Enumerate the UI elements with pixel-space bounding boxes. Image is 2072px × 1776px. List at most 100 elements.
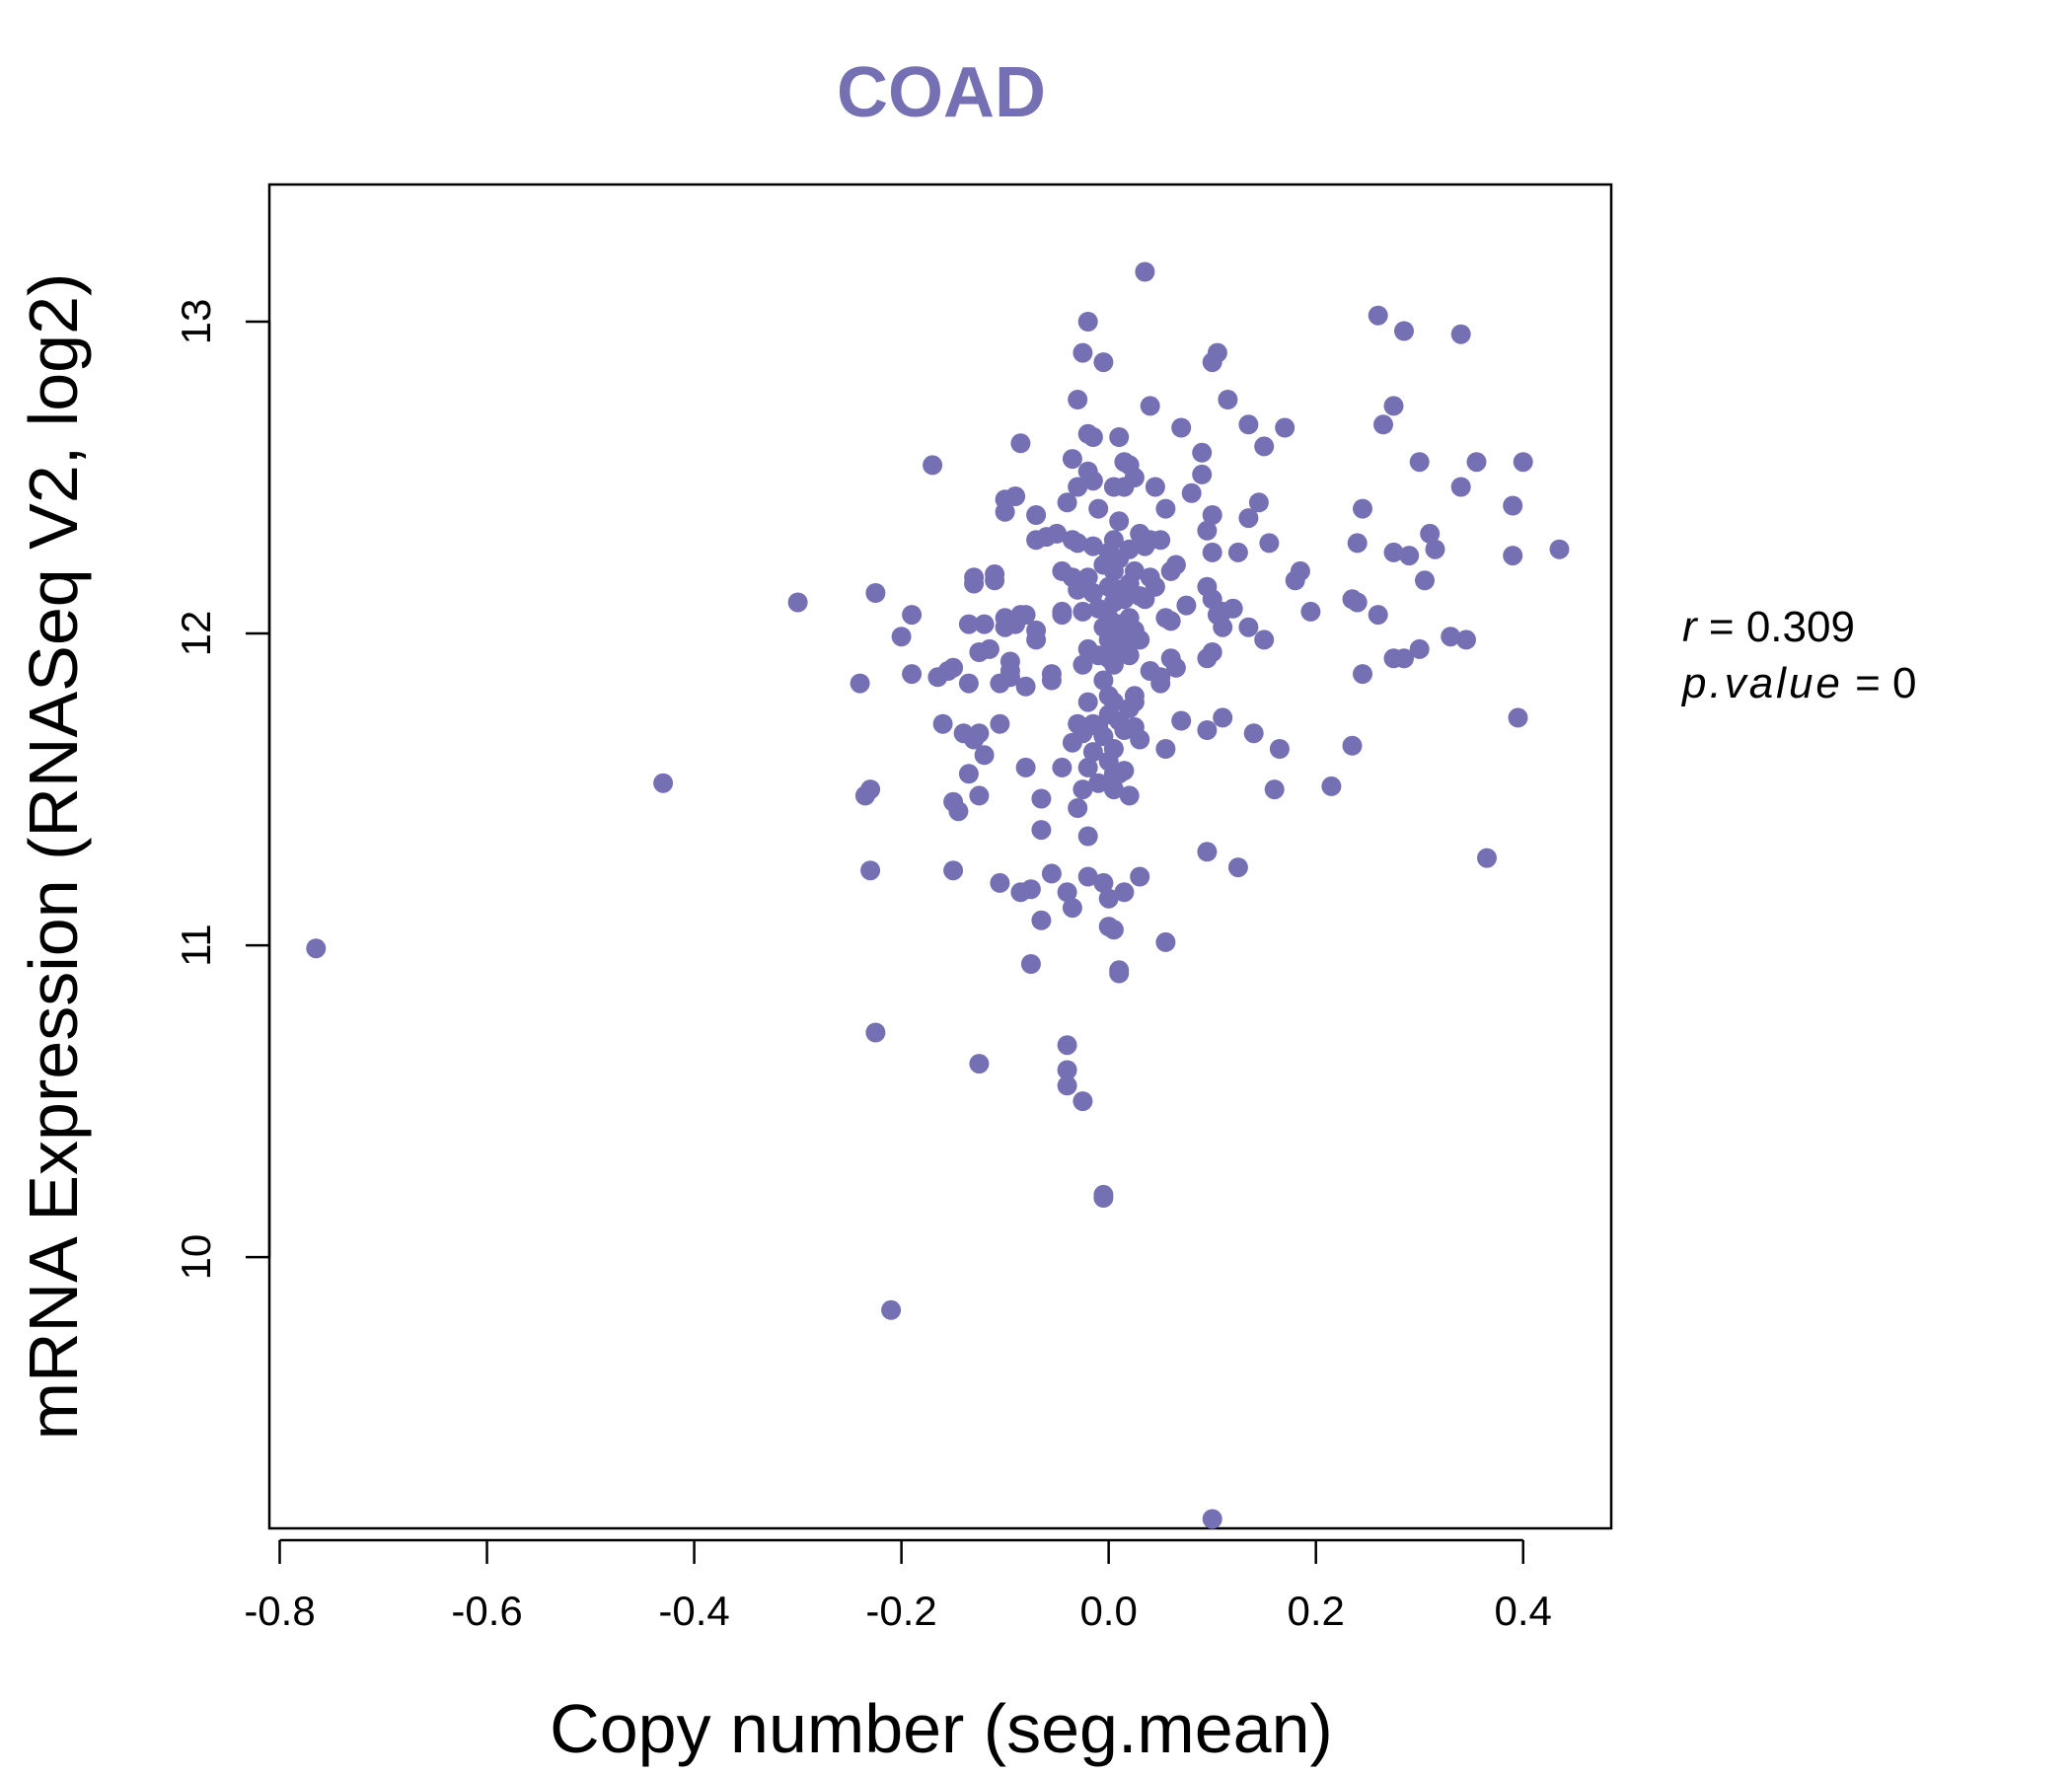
data-point bbox=[999, 667, 1020, 688]
data-point bbox=[1420, 523, 1441, 544]
data-point bbox=[902, 664, 923, 685]
y-tick-label: 10 bbox=[173, 1234, 219, 1281]
data-point bbox=[1300, 601, 1321, 622]
data-point bbox=[1192, 464, 1213, 484]
data-point bbox=[1192, 442, 1213, 463]
data-point bbox=[1207, 342, 1227, 363]
data-point bbox=[958, 673, 979, 694]
data-point bbox=[1368, 605, 1388, 626]
data-point bbox=[969, 1054, 990, 1074]
data-point bbox=[1264, 779, 1285, 800]
data-point bbox=[1088, 773, 1109, 793]
x-tick-label: -0.4 bbox=[658, 1588, 729, 1634]
data-point bbox=[1155, 931, 1176, 952]
data-point bbox=[1093, 670, 1114, 691]
data-point bbox=[850, 673, 870, 694]
data-point bbox=[1098, 888, 1119, 909]
data-point bbox=[1057, 1075, 1077, 1096]
data-point bbox=[1057, 492, 1077, 513]
data-point bbox=[1213, 707, 1233, 728]
data-point bbox=[1130, 629, 1150, 650]
data-point bbox=[948, 801, 969, 822]
x-tick-label: -0.8 bbox=[244, 1588, 315, 1634]
data-point bbox=[1130, 729, 1150, 750]
data-point bbox=[1082, 536, 1103, 556]
data-point bbox=[1124, 468, 1145, 487]
data-point bbox=[1254, 629, 1275, 650]
y-tick-label: 11 bbox=[173, 924, 219, 967]
r-value: 0.309 bbox=[1746, 603, 1855, 651]
y-tick-label: 13 bbox=[173, 299, 219, 345]
data-point bbox=[943, 860, 964, 881]
data-point bbox=[1077, 866, 1098, 887]
data-point bbox=[1057, 882, 1077, 903]
data-point bbox=[1218, 390, 1238, 409]
data-points bbox=[306, 261, 1570, 1529]
data-point bbox=[1119, 645, 1140, 666]
data-point bbox=[1082, 471, 1103, 491]
data-point bbox=[306, 938, 327, 959]
data-point bbox=[1010, 433, 1031, 454]
data-point bbox=[881, 1299, 902, 1320]
data-point bbox=[1119, 539, 1140, 559]
data-point bbox=[1243, 723, 1264, 744]
data-point bbox=[1275, 417, 1295, 438]
data-point bbox=[1213, 617, 1233, 637]
r-equals: = bbox=[1709, 603, 1746, 651]
x-axis-title: Copy number (seg.mean) bbox=[550, 1690, 1333, 1767]
data-point bbox=[1394, 648, 1414, 669]
data-point bbox=[1015, 605, 1036, 626]
data-point bbox=[995, 501, 1015, 522]
data-point bbox=[1026, 505, 1047, 525]
data-point bbox=[1373, 414, 1393, 435]
data-point bbox=[1020, 954, 1041, 974]
data-point bbox=[860, 860, 881, 881]
data-point bbox=[1383, 542, 1404, 562]
data-point bbox=[1150, 530, 1171, 551]
data-point bbox=[1202, 542, 1222, 562]
data-point bbox=[1082, 742, 1103, 763]
data-point bbox=[1047, 523, 1068, 544]
data-point bbox=[1114, 761, 1135, 781]
data-point bbox=[653, 773, 674, 793]
data-point bbox=[1077, 567, 1098, 588]
data-point bbox=[1248, 492, 1269, 513]
data-point bbox=[1222, 598, 1243, 619]
data-point bbox=[974, 745, 995, 766]
p-value: 0 bbox=[1892, 659, 1916, 707]
data-point bbox=[1238, 508, 1259, 529]
data-point bbox=[1068, 390, 1088, 409]
data-point bbox=[787, 592, 808, 613]
data-point bbox=[1155, 498, 1176, 519]
data-point bbox=[1114, 589, 1135, 610]
data-point bbox=[1399, 546, 1420, 566]
data-point bbox=[1202, 1509, 1222, 1529]
data-point bbox=[865, 1022, 886, 1043]
data-point bbox=[1114, 882, 1135, 903]
data-point bbox=[1227, 542, 1248, 562]
data-point bbox=[1202, 505, 1222, 525]
x-tick-label: -0.6 bbox=[451, 1588, 522, 1634]
data-point bbox=[1124, 560, 1145, 581]
data-point bbox=[1077, 826, 1098, 847]
chart-title: COAD bbox=[837, 53, 1046, 132]
data-point bbox=[1368, 305, 1388, 326]
plot-frame bbox=[267, 183, 1613, 1530]
data-point bbox=[902, 605, 923, 626]
data-point bbox=[969, 723, 990, 744]
data-point bbox=[1238, 617, 1259, 637]
data-point bbox=[1342, 735, 1363, 756]
data-point bbox=[891, 627, 912, 647]
data-point bbox=[1409, 638, 1430, 659]
data-point bbox=[865, 583, 886, 603]
data-point bbox=[969, 785, 990, 806]
data-point bbox=[1109, 511, 1130, 532]
data-point bbox=[1077, 757, 1098, 777]
data-point bbox=[1026, 629, 1047, 650]
x-tick-label: -0.2 bbox=[865, 1588, 936, 1634]
data-point bbox=[1394, 321, 1414, 341]
data-point bbox=[1082, 427, 1103, 447]
data-point bbox=[1347, 533, 1368, 554]
data-point bbox=[1160, 611, 1181, 631]
